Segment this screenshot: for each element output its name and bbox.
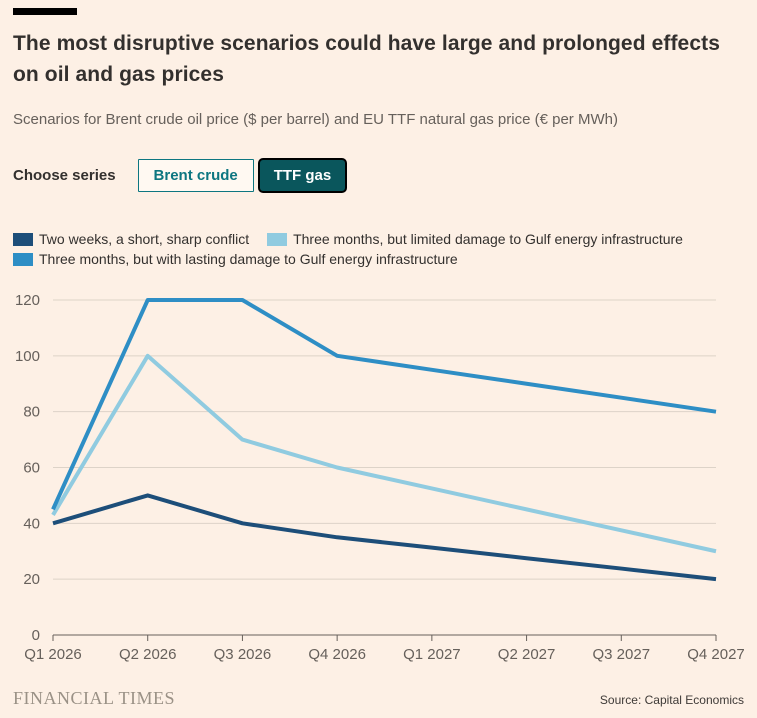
series-line-2	[51, 298, 717, 511]
top-accent-bar	[13, 8, 77, 15]
choose-series-label: Choose series	[13, 167, 116, 184]
chart-legend: Two weeks, a short, sharp conflict Three…	[13, 230, 744, 268]
line-chart: 0 20 40 60 80 100 120 Q1 2026 Q2 2026 Q3 2026 Q4 2…	[0, 285, 757, 679]
y-tick-label: 80	[23, 404, 40, 421]
x-tick-label: Q4 2026	[308, 646, 366, 663]
chart-subtitle: Scenarios for Brent crude oil price ($ p…	[13, 111, 618, 128]
x-tick-label: Q2 2026	[119, 646, 177, 663]
x-tick-label: Q3 2027	[593, 646, 651, 663]
line-chart-svg: 0 20 40 60 80 100 120 Q1 2026 Q2 2026 Q3 2026 Q4 2…	[15, 292, 745, 663]
legend-swatch-navy	[13, 232, 33, 246]
y-tick-label: 120	[15, 292, 40, 309]
y-tick-label: 100	[15, 348, 40, 365]
series-line-0	[52, 493, 717, 582]
legend-label: Two weeks, a short, sharp conflict	[39, 231, 250, 247]
series-button-ttf-gas[interactable]: TTF gas	[257, 158, 348, 193]
y-tick-label: 0	[32, 627, 40, 644]
x-tick-label: Q1 2026	[24, 646, 82, 663]
x-tick-label: Q3 2026	[214, 646, 272, 663]
legend-swatch-lightblue	[267, 232, 288, 246]
y-tick-label: 40	[23, 515, 40, 532]
legend-label: Three months, but with lasting damage to…	[39, 251, 458, 267]
page-title: The most disruptive scenarios could have…	[13, 32, 720, 86]
legend-item-two-weeks: Two weeks, a short, sharp conflict	[13, 230, 249, 248]
x-tick-label: Q1 2027	[403, 646, 461, 663]
legend-item-lasting-damage: Three months, but with lasting damage to…	[13, 250, 458, 268]
financial-times-logo: FINANCIAL TIMES	[13, 688, 176, 708]
footer: FINANCIAL TIMES Source: Capital Economic…	[13, 688, 744, 709]
x-tick-label: Q2 2027	[498, 646, 556, 663]
y-tick-label: 20	[23, 571, 40, 588]
legend-label: Three months, but limited damage to Gulf…	[293, 231, 683, 247]
legend-item-limited-damage: Three months, but limited damage to Gulf…	[267, 230, 683, 248]
series-line-1	[51, 353, 717, 554]
x-tick-label: Q4 2027	[687, 646, 745, 663]
legend-swatch-blue	[13, 252, 33, 266]
y-tick-label: 60	[23, 460, 40, 477]
series-button-brent-crude[interactable]: Brent crude	[137, 159, 254, 192]
series-toggle: Choose series Brent crude TTF gas	[13, 157, 744, 194]
source-note: Source: Capital Economics	[599, 693, 744, 707]
